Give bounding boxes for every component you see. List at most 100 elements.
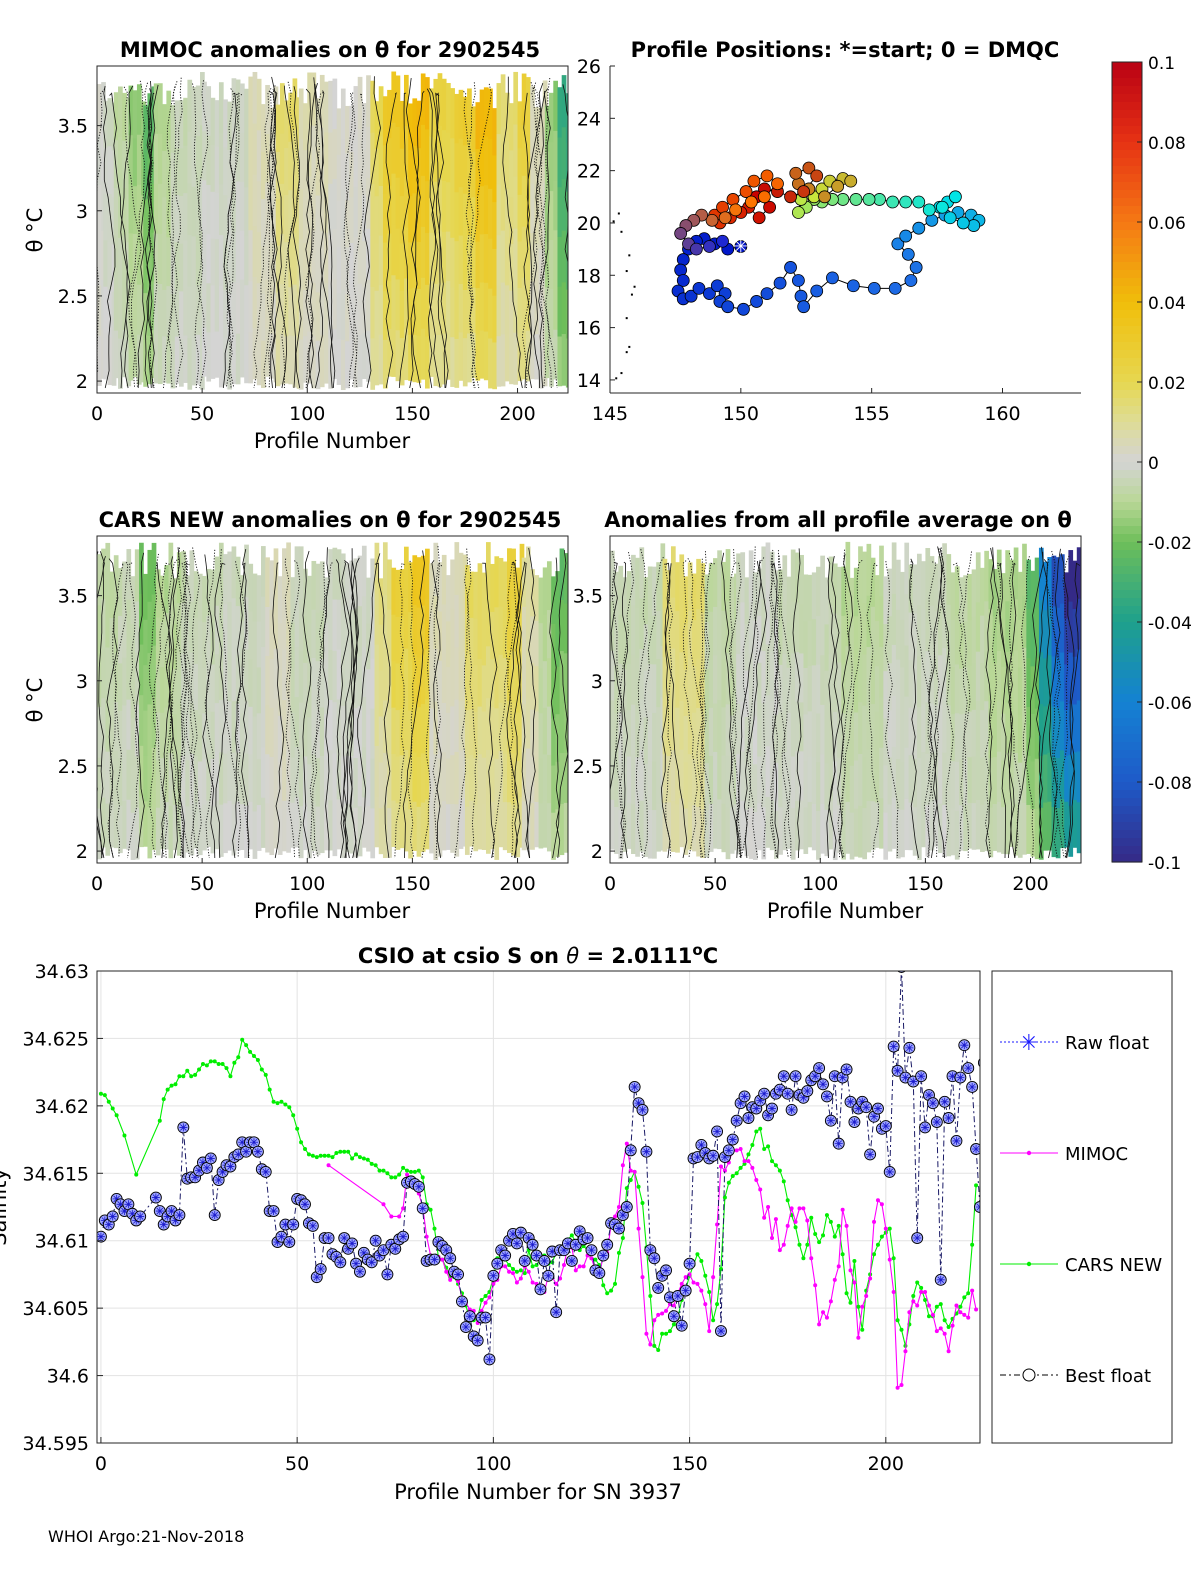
profile-position-marker [737,302,750,316]
contour-line [740,546,756,859]
heatmap-cell [748,653,754,705]
best-float-point [510,1237,523,1250]
series-point [197,1067,202,1072]
best-float-point [738,1090,751,1103]
heatmap-cell [1026,657,1032,708]
heatmap-cell [904,696,910,748]
heatmap-cell [656,562,661,611]
heatmap-cell [778,569,783,618]
heatmap-cell [328,599,333,650]
heatmap-cell [290,712,296,758]
heatmap-cell [357,334,363,388]
heatmap-cell [134,549,140,602]
series-point [832,1234,837,1239]
heatmap-cell [1013,650,1019,702]
heatmap-cell [292,129,298,182]
contour-line [664,562,688,859]
best-float-point [824,1114,837,1127]
best-float-point [726,1133,739,1146]
heatmap-cell [1009,607,1015,656]
heatmap-cell [557,336,563,387]
contour-line [167,77,183,389]
heatmap-cell [328,699,333,751]
heatmap-cell [1017,809,1023,858]
coast-dot [620,372,623,375]
colorbar-cell [1112,542,1142,551]
series-point [915,1280,920,1285]
heatmap-cell [992,568,998,617]
heatmap-cell [437,807,443,857]
heatmap-cell [626,755,632,803]
heatmap-cell [530,662,535,710]
heatmap-cell [696,558,701,609]
heatmap-cell [248,753,254,802]
heatmap-cell [959,759,964,806]
heatmap-cell [168,595,174,649]
heatmap-cell [235,654,241,704]
heatmap-cell [128,232,134,283]
heatmap-cell [349,196,355,243]
best-float-point [970,1143,980,1155]
heatmap-cell [631,753,636,805]
series-point [299,1140,304,1145]
heatmap-cell [256,758,262,806]
heatmap-cell [288,335,294,385]
heatmap-cell [227,651,233,702]
heatmap-cell [479,137,485,187]
heatmap-cell [795,800,800,851]
heatmap-cell [874,756,880,803]
heatmap-cell [946,554,952,605]
heatmap-cell [1026,706,1032,757]
heatmap-cell [252,715,258,764]
heatmap-cell [437,709,443,759]
best-float-point [452,1268,464,1281]
heatmap-cell [210,331,216,379]
contour-line [342,548,358,858]
heatmap-cell [622,622,628,670]
contour-line [421,562,443,859]
best-float-point [926,1097,939,1110]
heatmap-cell [778,711,783,760]
heatmap-cell [521,124,527,176]
heatmap-cell [509,290,514,338]
x-tick-label: 155 [854,403,890,425]
heatmap-cell [446,758,451,805]
colorbar-tick-label: -0.04 [1148,614,1192,634]
series-point [703,1273,708,1278]
heatmap-cell [235,605,241,656]
heatmap-cell [244,596,249,650]
heatmap-cell [713,558,718,607]
series-point [711,1318,716,1323]
heatmap-cell [1051,806,1057,858]
profile-position-marker [674,263,688,277]
heatmap-cell [399,195,405,244]
heatmap-cell [811,803,817,851]
heatmap-cell [210,663,216,712]
heatmap-cell [538,294,544,342]
heatmap-cell [679,651,685,702]
heatmap-cell [559,701,565,754]
y-tick-label: 16 [577,318,601,340]
heatmap-cell [391,567,397,615]
heatmap-cell [866,749,872,802]
colorbar-cell [1112,142,1142,151]
contour-line [555,549,568,859]
heatmap-cell [303,289,308,337]
heatmap-cell [511,752,516,805]
heatmap-cell [670,597,676,649]
heatmap-cell [214,238,220,286]
colorbar-cell [1112,190,1142,199]
heatmap-cell [174,336,180,384]
heatmap-cell [551,717,556,766]
heatmap-cell [210,238,216,286]
heatmap-cell [553,229,558,281]
series-point [652,1343,657,1348]
heatmap-cell [1030,570,1036,619]
heatmap-cell [206,615,212,662]
heatmap-cell [984,700,989,752]
heatmap-cell [441,282,447,334]
heatmap-cell [883,670,889,719]
contour-line [511,561,520,859]
heatmap-cell [265,802,270,853]
series-point [530,1264,535,1269]
